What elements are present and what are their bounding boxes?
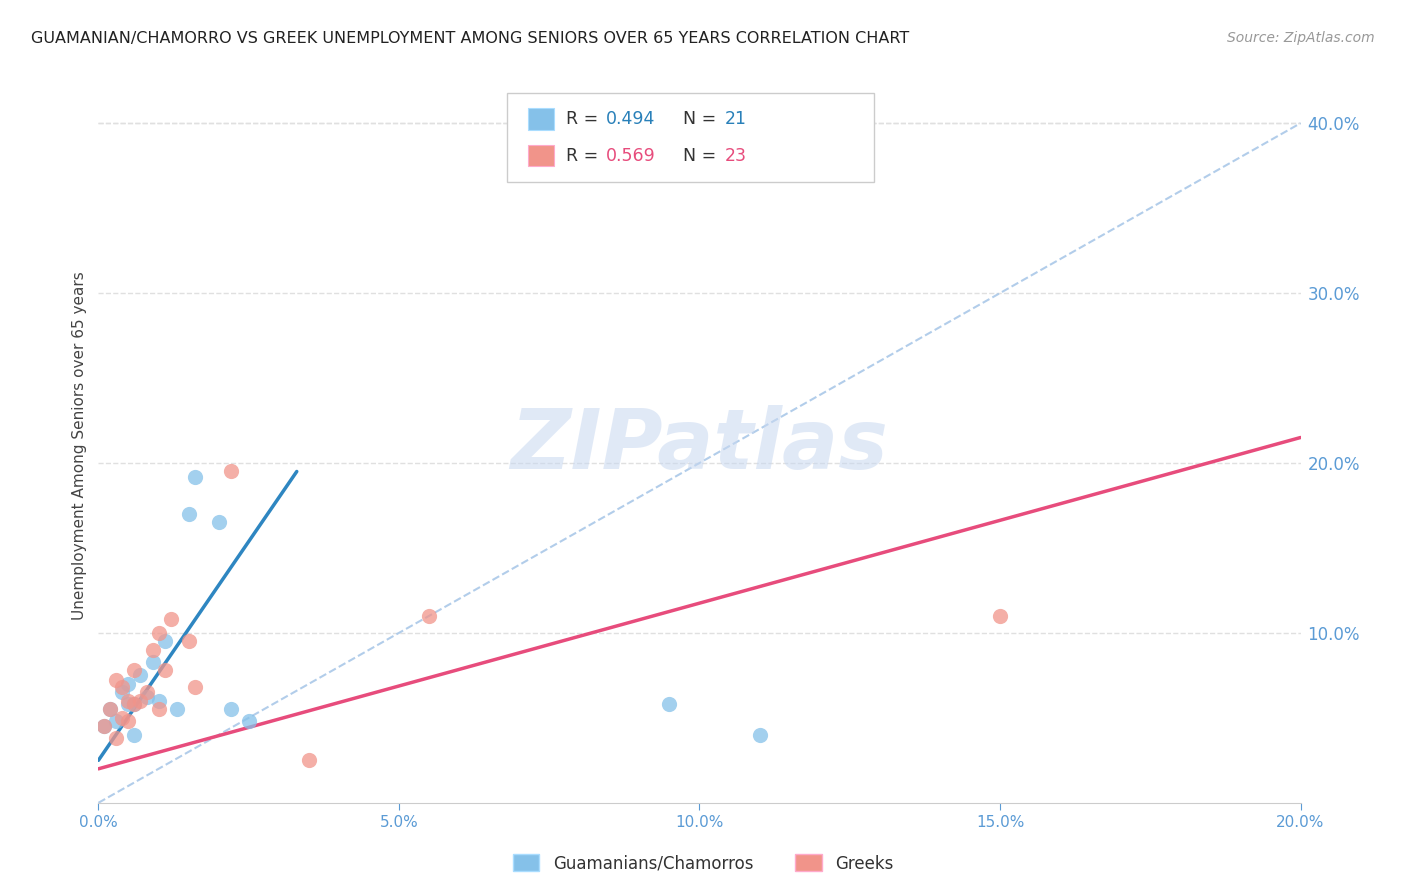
Point [141,643,163,657]
FancyBboxPatch shape [527,145,554,166]
Point [298,753,321,767]
Point [105,673,128,688]
Point [159,612,181,626]
Point [105,731,128,746]
Point [219,465,242,479]
Point [238,714,260,729]
Point [124,728,146,742]
Point [153,634,176,648]
Text: 21: 21 [724,111,747,128]
Point [135,690,157,705]
Point [658,698,681,712]
Point [418,608,440,623]
Text: R =: R = [567,146,603,164]
Point [166,702,188,716]
Point [208,516,231,530]
Point [100,702,122,716]
Text: Source: ZipAtlas.com: Source: ZipAtlas.com [1227,31,1375,45]
Y-axis label: Unemployment Among Seniors over 65 years: Unemployment Among Seniors over 65 years [72,272,87,620]
Point [124,698,146,712]
Point [148,626,170,640]
Point [183,469,205,483]
Point [111,680,134,694]
Text: R =: R = [567,111,603,128]
Point [105,714,128,729]
FancyBboxPatch shape [508,93,873,182]
Point [748,728,770,742]
Point [117,694,139,708]
Point [117,677,139,691]
Point [93,719,115,733]
Point [124,663,146,677]
Point [117,714,139,729]
Point [177,507,200,521]
Text: ZIPatlas: ZIPatlas [510,406,889,486]
FancyBboxPatch shape [527,109,554,130]
Point [153,663,176,677]
Text: 0.494: 0.494 [606,111,655,128]
Point [135,685,157,699]
Point [100,702,122,716]
Point [111,711,134,725]
Text: N =: N = [683,146,721,164]
Point [93,719,115,733]
Point [219,702,242,716]
Legend: Guamanians/Chamorros, Greeks: Guamanians/Chamorros, Greeks [506,847,900,880]
Point [129,668,152,682]
Text: 0.569: 0.569 [606,146,655,164]
Point [141,655,163,669]
Point [111,685,134,699]
Text: N =: N = [683,111,721,128]
Point [148,702,170,716]
Text: 23: 23 [724,146,747,164]
Text: GUAMANIAN/CHAMORRO VS GREEK UNEMPLOYMENT AMONG SENIORS OVER 65 YEARS CORRELATION: GUAMANIAN/CHAMORRO VS GREEK UNEMPLOYMENT… [31,31,910,46]
Point [148,694,170,708]
Point [117,698,139,712]
Point [177,634,200,648]
Point [988,608,1011,623]
Point [129,694,152,708]
Point [124,698,146,712]
Point [183,680,205,694]
